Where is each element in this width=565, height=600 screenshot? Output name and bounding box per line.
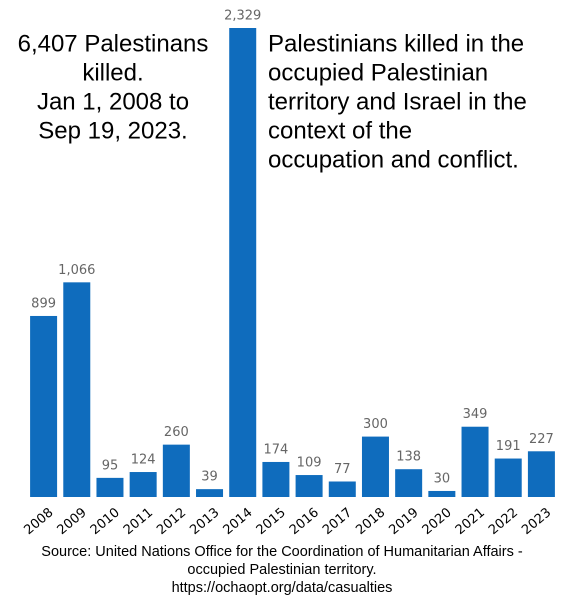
bar <box>196 489 224 497</box>
value-label: 227 <box>529 432 554 447</box>
chart-title: occupied Palestinian <box>268 59 488 86</box>
x-tick-label: 2011 <box>121 505 156 538</box>
x-tick-label: 2018 <box>353 505 388 538</box>
bar <box>229 28 257 497</box>
value-label: 1,066 <box>58 263 95 278</box>
value-label: 77 <box>334 462 351 477</box>
x-tick-label: 2023 <box>519 505 554 538</box>
x-tick-label: 2010 <box>88 505 123 538</box>
bar <box>96 477 124 497</box>
annotation: Jan 1, 2008 to <box>37 88 189 115</box>
bar <box>162 444 190 497</box>
value-label: 349 <box>463 407 488 422</box>
value-label: 191 <box>496 439 521 454</box>
x-tick-label: 2013 <box>187 505 222 538</box>
bar <box>361 436 389 497</box>
bar <box>129 472 157 497</box>
value-label: 124 <box>131 453 156 468</box>
value-label: 39 <box>201 470 218 485</box>
bar <box>30 315 58 497</box>
x-tick-label: 2019 <box>386 505 421 538</box>
x-tick-label: 2016 <box>287 505 322 538</box>
x-tick-label: 2017 <box>320 505 355 538</box>
value-label: 174 <box>263 442 288 457</box>
value-label: 95 <box>102 458 119 473</box>
x-tick-label: 2012 <box>154 505 189 538</box>
x-tick-label: 2014 <box>221 505 256 538</box>
value-label: 899 <box>31 296 56 311</box>
bar <box>262 461 290 497</box>
chart-title: Palestinians killed in the <box>268 30 524 57</box>
bar <box>328 481 356 497</box>
bar <box>461 426 489 497</box>
bar <box>428 490 456 497</box>
value-label: 260 <box>164 425 189 440</box>
source: occupied Palestinian territory. <box>187 562 376 578</box>
chart-title: occupation and conflict. <box>268 146 519 173</box>
value-label: 109 <box>297 456 322 471</box>
bar <box>395 469 423 497</box>
value-label: 300 <box>363 417 388 432</box>
annotation: Sep 19, 2023. <box>38 117 187 144</box>
x-tick-label: 2020 <box>420 505 455 538</box>
source: https://ochaopt.org/data/casualties <box>172 580 393 596</box>
annotation: 6,407 Palestinans <box>18 30 209 57</box>
value-label: 30 <box>434 471 451 486</box>
bar <box>494 458 522 497</box>
x-tick-label: 2008 <box>21 505 56 538</box>
bar <box>527 451 555 497</box>
chart-title: context of the <box>268 117 412 144</box>
x-tick-label: 2009 <box>55 505 90 538</box>
x-tick-label: 2022 <box>486 505 521 538</box>
x-tick-label: 2021 <box>453 505 488 538</box>
value-label: 2,329 <box>224 9 261 24</box>
source: Source: United Nations Office for the Co… <box>41 544 523 560</box>
chart-title: territory and Israel in the <box>268 88 527 115</box>
bar <box>63 282 91 497</box>
value-label: 138 <box>396 450 421 465</box>
annotation: killed. <box>82 59 143 86</box>
bar <box>295 475 323 497</box>
x-tick-label: 2015 <box>254 505 289 538</box>
